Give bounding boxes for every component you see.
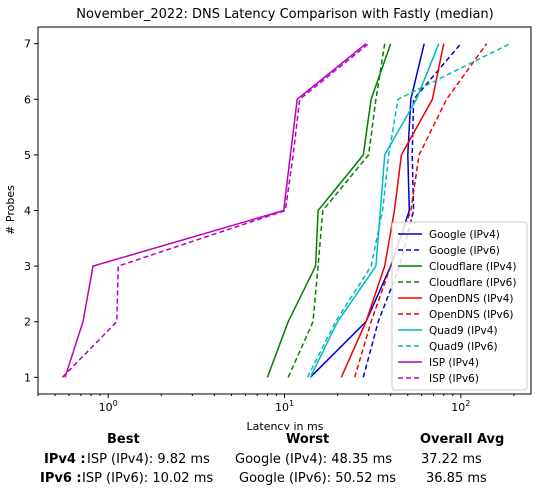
- legend-entry: OpenDNS (IPv6): [429, 309, 514, 321]
- y-tick-label: 6: [24, 93, 31, 106]
- legend-entry: Quad9 (IPv6): [429, 341, 498, 353]
- legend-entry: Google (IPv4): [429, 229, 500, 241]
- y-tick-label: 5: [24, 149, 31, 162]
- summary-row-label: IPv4 :: [44, 452, 86, 467]
- legend-entry: ISP (IPv6): [429, 373, 479, 385]
- series-line-2: [266, 43, 392, 378]
- summary-header-best: Best: [107, 432, 140, 447]
- y-tick-label: 3: [24, 260, 31, 273]
- summary-avg-value: 37.22 ms: [421, 452, 482, 467]
- chart-title: November_2022: DNS Latency Comparison wi…: [76, 7, 493, 22]
- x-tick-label: 102: [451, 399, 470, 414]
- legend-entry: OpenDNS (IPv4): [429, 293, 514, 305]
- summary-row-label: IPv6 :: [40, 471, 82, 486]
- series-line-1: [362, 43, 462, 378]
- summary-best-value: ISP (IPv6): 10.02 ms: [82, 471, 214, 486]
- summary-worst-value: Google (IPv6): 50.52 ms: [239, 471, 397, 486]
- legend-box: [391, 221, 528, 391]
- x-axis-label: Latency in ms: [247, 420, 324, 430]
- series-line-5: [353, 43, 488, 378]
- y-tick-label: 2: [24, 316, 31, 329]
- legend: Google (IPv4) Google (IPv6) Cloudflare (IP…: [391, 221, 528, 391]
- legend-entry: Quad9 (IPv4): [429, 325, 498, 337]
- y-tick-label: 1: [24, 371, 31, 384]
- latency-chart: November_2022: DNS Latency Comparison wi…: [4, 7, 532, 430]
- legend-entry: ISP (IPv4): [429, 357, 479, 369]
- summary-header-avg: Overall Avg: [420, 432, 505, 447]
- series-line-8: [64, 43, 367, 378]
- summary-worst-value: Google (IPv4): 48.35 ms: [235, 452, 393, 467]
- x-tick-label: 100: [99, 399, 118, 414]
- summary-avg-value: 36.85 ms: [426, 471, 487, 486]
- series-line-3: [287, 43, 386, 378]
- y-tick-label: 7: [24, 38, 31, 51]
- summary-best-value: ISP (IPv4): 9.82 ms: [87, 452, 210, 467]
- series-line-4: [340, 43, 445, 378]
- series-line-7: [306, 43, 511, 378]
- x-tick-label: 101: [275, 399, 294, 414]
- summary-header-worst: Worst: [286, 432, 330, 447]
- legend-entry: Google (IPv6): [429, 245, 500, 257]
- y-tick-label: 4: [24, 205, 31, 218]
- legend-entry: Cloudflare (IPv6): [429, 277, 516, 289]
- legend-entry: Cloudflare (IPv4): [429, 261, 516, 273]
- y-axis-label: # Probes: [4, 185, 17, 235]
- series-line-6: [309, 43, 440, 378]
